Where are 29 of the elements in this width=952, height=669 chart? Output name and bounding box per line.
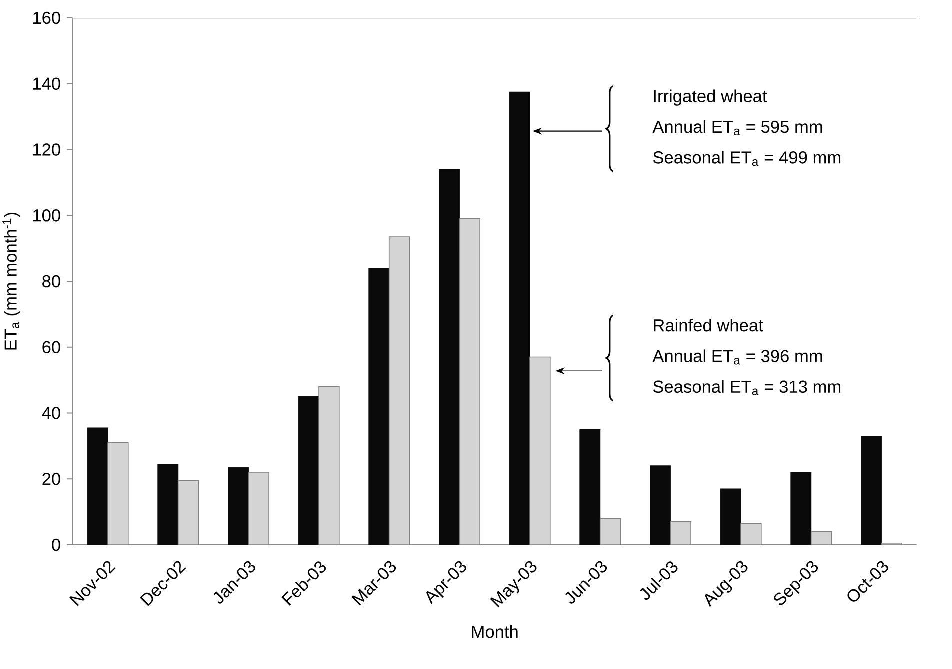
- bar: [650, 466, 671, 545]
- annotation: Irrigated wheat: [654, 90, 768, 106]
- y-tick-label: 20: [42, 472, 60, 486]
- bar: [368, 268, 390, 545]
- y-tick-label: 120: [34, 144, 60, 156]
- bar: [580, 429, 601, 545]
- bar: [439, 169, 460, 545]
- y-axis-title: ET$_{a}$ (mm month$^{-1}$): [2, 212, 20, 350]
- bar: [861, 436, 882, 545]
- annotation: Seasonal ET$_{a}$ = 499 mm: [653, 151, 841, 166]
- bar: [720, 488, 742, 545]
- y-tick-label: 40: [42, 407, 60, 420]
- bar: [509, 92, 530, 545]
- y-tick-label: 100: [34, 209, 60, 222]
- y-tick-label: 80: [42, 275, 60, 288]
- x-axis-title: Month: [472, 625, 518, 638]
- annotation: Annual ET$_{a}$ = 396 mm: [652, 350, 822, 365]
- y-tick-label: 0: [52, 538, 60, 552]
- y-tick-label: 160: [34, 12, 60, 24]
- bar: [158, 464, 179, 545]
- bar: [228, 467, 249, 545]
- annotation: Rainfed wheat: [654, 319, 764, 332]
- y-tick-label: 140: [34, 78, 60, 90]
- bar: [87, 428, 108, 545]
- bar: [298, 396, 320, 545]
- annotation: Seasonal ET$_{a}$ = 313 mm: [653, 380, 841, 396]
- y-tick-label: 60: [42, 341, 60, 354]
- annotation: Annual ET$_{a}$ = 595 mm: [652, 120, 822, 136]
- bar: [790, 472, 812, 545]
